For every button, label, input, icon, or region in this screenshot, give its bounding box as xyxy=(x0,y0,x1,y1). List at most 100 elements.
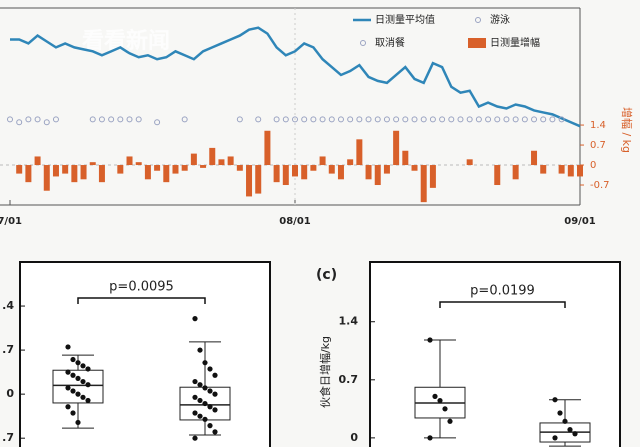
data-point xyxy=(70,410,76,416)
scatter-point xyxy=(485,116,492,123)
bar xyxy=(301,165,308,180)
scatter-point xyxy=(402,116,409,123)
data-point xyxy=(192,316,198,322)
data-point xyxy=(70,356,76,363)
p-value: p=0.0199 xyxy=(470,284,535,299)
scatter-point xyxy=(411,116,418,123)
scatter-point xyxy=(89,116,96,123)
bar xyxy=(80,165,87,180)
bar xyxy=(200,165,207,168)
x-tick-label: 7/01 xyxy=(0,216,22,227)
scatter-point xyxy=(328,116,335,123)
bar xyxy=(89,162,96,166)
data-point xyxy=(552,397,558,403)
bar xyxy=(62,165,69,174)
data-point xyxy=(552,435,558,441)
bar xyxy=(218,159,225,166)
bar xyxy=(365,165,372,180)
bar xyxy=(567,165,574,177)
panel-label: (c) xyxy=(316,267,337,283)
data-point xyxy=(192,394,198,400)
legend-label: 日测量增幅 xyxy=(490,36,540,49)
data-point xyxy=(65,385,71,391)
data-point xyxy=(197,382,203,388)
bar xyxy=(144,165,151,180)
bar xyxy=(328,165,335,174)
scatter-point xyxy=(7,116,13,123)
data-point xyxy=(70,372,76,378)
scatter-point xyxy=(337,116,344,123)
bar xyxy=(181,165,188,171)
data-point xyxy=(207,423,213,429)
bar xyxy=(154,165,161,171)
scatter-point xyxy=(475,116,482,123)
data-point xyxy=(207,366,213,372)
scatter-point xyxy=(549,116,556,123)
bar xyxy=(347,159,354,166)
bar xyxy=(25,165,32,183)
bar xyxy=(402,150,409,166)
data-point xyxy=(212,372,218,378)
significance-bracket xyxy=(439,301,566,308)
bar xyxy=(540,165,547,174)
data-point xyxy=(557,410,563,416)
data-point xyxy=(75,375,81,382)
scatter-point xyxy=(494,116,501,123)
legend-swatch xyxy=(360,40,366,46)
scatter-point xyxy=(420,116,427,123)
scatter-point xyxy=(16,119,23,126)
bar xyxy=(531,150,538,166)
y-tick-label: 1.4 xyxy=(339,315,359,328)
bar xyxy=(246,165,253,197)
scatter-point xyxy=(52,116,59,123)
bar xyxy=(227,156,234,166)
data-point xyxy=(65,344,71,350)
data-point xyxy=(447,418,453,424)
bar xyxy=(255,165,262,194)
scatter-point xyxy=(255,116,262,123)
data-point xyxy=(202,385,208,391)
data-point xyxy=(75,360,81,366)
data-point xyxy=(85,366,91,372)
data-point xyxy=(437,397,443,404)
data-point xyxy=(85,397,91,404)
data-point xyxy=(427,337,433,343)
data-point xyxy=(432,393,438,399)
y2-tick-label: 0 xyxy=(590,160,596,171)
scatter-point xyxy=(448,116,455,123)
bar xyxy=(310,165,317,171)
bar xyxy=(126,156,133,166)
data-point xyxy=(202,400,208,407)
y2-tick-label: 0.7 xyxy=(590,140,606,151)
data-point xyxy=(567,426,573,433)
bar xyxy=(52,165,59,177)
p-value: p=0.0095 xyxy=(109,280,174,295)
scatter-point xyxy=(236,116,243,123)
data-point xyxy=(192,410,198,416)
y-tick-label: 0 xyxy=(6,387,14,400)
data-point xyxy=(202,360,208,366)
data-point xyxy=(197,413,203,419)
legend-label: 游泳 xyxy=(490,13,510,26)
bar xyxy=(273,165,280,183)
bar xyxy=(466,159,473,166)
bar xyxy=(420,165,427,203)
data-point xyxy=(572,431,578,437)
data-point xyxy=(192,435,198,441)
data-point xyxy=(192,378,198,385)
data-point xyxy=(65,404,71,410)
scatter-point xyxy=(374,116,381,123)
scatter-point xyxy=(108,116,115,123)
scatter-point xyxy=(356,116,363,123)
scatter-point xyxy=(457,116,464,123)
data-point xyxy=(562,418,568,424)
bar xyxy=(172,165,179,174)
legend-swatch xyxy=(475,17,481,23)
data-point xyxy=(212,391,218,397)
scatter-point xyxy=(466,116,473,123)
bar xyxy=(282,165,289,186)
scatter-point xyxy=(439,116,446,123)
bar xyxy=(264,130,271,166)
x-tick-label: 09/01 xyxy=(564,216,596,227)
